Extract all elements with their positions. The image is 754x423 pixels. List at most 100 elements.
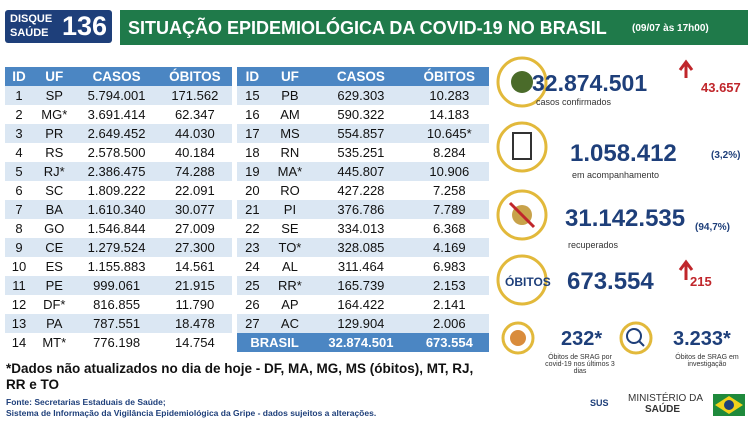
total-cell: 673.554	[409, 333, 489, 352]
cell: 6	[15, 183, 23, 198]
cell: MA*	[267, 162, 313, 181]
stat-label: em acompanhamento	[572, 170, 660, 180]
table-row: 11 PE 999.061 21.915	[5, 276, 232, 295]
cell: 629.303	[312, 86, 410, 105]
cell: 17	[237, 124, 268, 143]
cell: 445.807	[312, 162, 410, 181]
cell: 11.790	[175, 297, 215, 312]
cell: PR	[33, 124, 76, 143]
srag-label: Óbitos de SRAG em investigação	[675, 354, 739, 368]
cell: SE	[281, 221, 299, 236]
cell: 14.754	[174, 335, 215, 350]
stat-value: 31.142.535	[565, 205, 686, 232]
cell: PB	[267, 86, 313, 105]
table-row: 25 RR* 165.739 2.153	[237, 276, 489, 295]
total-cell: BRASIL	[237, 333, 313, 352]
cell: 328.085	[312, 238, 410, 257]
cell: 171.562	[157, 86, 232, 105]
total-cell: 32.874.501	[312, 333, 410, 352]
cell: 16	[245, 107, 260, 122]
table-row: 8 GO 1.546.844 27.009	[5, 219, 232, 238]
cell: 10.906	[409, 162, 489, 181]
cell: AP	[281, 297, 299, 312]
ministry: MINISTÉRIO DA	[628, 393, 704, 404]
cell: 1.155.883	[87, 259, 146, 274]
table-row: 10 ES 1.155.883 14.561	[5, 257, 232, 276]
cell: RO	[280, 183, 300, 198]
cell: 376.786	[312, 200, 410, 219]
cell: PE	[33, 276, 76, 295]
cell: 3.691.414	[87, 107, 146, 122]
cell: 787.551	[75, 314, 158, 333]
cell: 8	[15, 221, 23, 236]
cell: BA	[33, 200, 76, 219]
header-row: ID UF CASOS ÓBITOS	[237, 67, 489, 86]
cell: 22	[245, 221, 260, 236]
stat-title: ÓBITOS	[505, 275, 551, 289]
table-row: 12 DF* 816.855 11.790	[5, 295, 232, 314]
stat-change: 43.657	[701, 80, 741, 95]
cell: 44.030	[157, 124, 232, 143]
stat-value: 32.874.501	[532, 70, 648, 96]
cell: 4.169	[409, 238, 489, 257]
table-row: 15 PB 629.303 10.283	[237, 86, 489, 105]
cell: 8.284	[433, 145, 466, 160]
cell: 129.904	[312, 314, 410, 333]
column-header: ID	[5, 67, 34, 86]
cell: ES	[45, 259, 63, 274]
total-row: BRASIL 32.874.501 673.554	[237, 333, 489, 352]
sus-logo: SUS	[590, 398, 609, 408]
logo-number: 136	[62, 11, 108, 41]
cell: 776.198	[93, 335, 141, 350]
cell: 13	[5, 314, 34, 333]
cell: 26	[245, 297, 260, 312]
cell: 7.258	[433, 183, 466, 198]
cell: 427.228	[337, 183, 385, 198]
stat-percent: (3,2%)	[711, 150, 741, 161]
cell: 9	[5, 238, 34, 257]
cell: 164.422	[337, 297, 385, 312]
logo-bottom: SAÚDE	[10, 27, 49, 39]
cell: 11	[5, 276, 34, 295]
cell: 535.251	[337, 145, 385, 160]
table-row: 13 PA 787.551 18.478	[5, 314, 232, 333]
cell: RN	[280, 145, 300, 160]
cell: 21.915	[157, 276, 232, 295]
cell: 15	[237, 86, 268, 105]
cell: RS	[45, 145, 64, 160]
cell: 999.061	[75, 276, 158, 295]
column-header: UF	[33, 67, 76, 86]
cell: 74.288	[157, 162, 232, 181]
cell: SC	[45, 183, 64, 198]
cell: DF*	[43, 297, 66, 312]
ministry: SAÚDE	[645, 404, 681, 415]
cell: 21	[237, 200, 268, 219]
cell: 1.546.844	[87, 221, 146, 236]
column-header: CASOS	[75, 67, 158, 86]
cell: 4	[15, 145, 23, 160]
cell: PA	[33, 314, 76, 333]
logo-top: DISQUE	[10, 13, 53, 25]
table-row: 16 AM 590.322 14.183	[237, 105, 489, 124]
stat-percent: (94,7%)	[695, 222, 731, 233]
table-row: 26 AP 164.422 2.141	[237, 295, 489, 314]
cell: RJ*	[33, 162, 76, 181]
table-row: 4 RS 2.578.500 40.184	[5, 143, 232, 162]
cell: MS	[267, 124, 313, 143]
stat-value: 673.554	[567, 268, 654, 295]
table-row: 9 CE 1.279.524 27.300	[5, 238, 232, 257]
cell: 10	[11, 259, 27, 274]
cell: PI	[267, 200, 313, 219]
stat-label: recuperados	[568, 240, 619, 250]
cell: GO	[44, 221, 65, 236]
srag-value: 3.233*	[673, 328, 731, 350]
cell: 22.091	[174, 183, 215, 198]
table-row: 21 PI 376.786 7.789	[237, 200, 489, 219]
cell: 1	[5, 86, 34, 105]
cell: RR*	[267, 276, 313, 295]
cell: 30.077	[157, 200, 232, 219]
cell: 27	[237, 314, 268, 333]
flag	[713, 394, 745, 416]
cell: 2	[15, 107, 23, 122]
